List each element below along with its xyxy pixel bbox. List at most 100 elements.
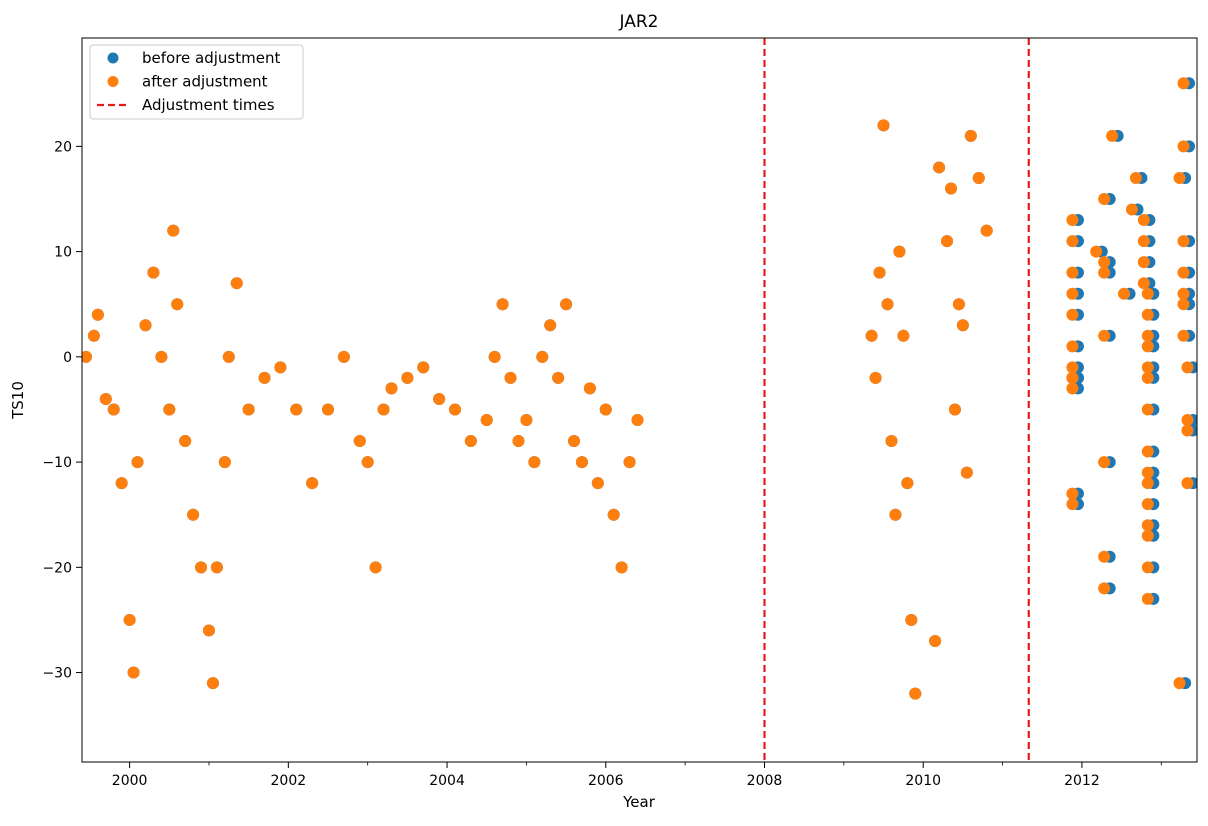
series-before-adjustment: [82, 77, 1197, 700]
data-point: [1098, 266, 1111, 279]
data-point: [1066, 361, 1079, 374]
data-point: [496, 298, 509, 311]
data-point: [1066, 214, 1079, 227]
data-point: [87, 329, 100, 342]
data-point: [1141, 329, 1154, 342]
data-point: [885, 435, 898, 448]
x-tick-label: 2002: [271, 773, 307, 789]
data-point: [575, 456, 588, 469]
data-point: [187, 508, 200, 521]
data-point: [865, 329, 878, 342]
data-point: [1141, 361, 1154, 374]
data-point: [960, 466, 973, 479]
y-axis-label: TS10: [9, 381, 27, 420]
data-point: [512, 435, 525, 448]
data-point: [1141, 445, 1154, 458]
data-point: [1106, 129, 1119, 142]
data-point: [1141, 592, 1154, 605]
y-tick-label: −10: [42, 455, 72, 471]
data-point: [901, 477, 914, 490]
data-point: [210, 561, 223, 574]
data-point: [385, 382, 398, 395]
data-point: [171, 298, 184, 311]
data-point: [1181, 413, 1194, 426]
data-point: [488, 350, 501, 363]
data-point: [591, 477, 604, 490]
data-point: [1129, 171, 1142, 184]
y-tick-label: −30: [42, 666, 72, 682]
data-point: [1177, 235, 1190, 248]
x-tick-label: 2000: [112, 773, 148, 789]
data-point: [448, 403, 461, 416]
data-point: [1177, 77, 1190, 90]
data-point: [623, 456, 636, 469]
data-point: [869, 371, 882, 384]
data-point: [889, 508, 902, 521]
data-point: [893, 245, 906, 258]
data-point: [480, 413, 493, 426]
data-point: [123, 613, 136, 626]
data-point: [1066, 266, 1079, 279]
data-point: [897, 329, 910, 342]
data-point: [82, 350, 92, 363]
data-point: [1066, 371, 1079, 384]
data-point: [115, 477, 128, 490]
data-point: [504, 371, 517, 384]
data-point: [1090, 245, 1103, 258]
data-point: [909, 687, 922, 700]
data-point: [972, 171, 985, 184]
data-point: [877, 119, 890, 132]
data-point: [536, 350, 549, 363]
data-point: [520, 413, 533, 426]
data-point: [948, 403, 961, 416]
data-point: [1141, 561, 1154, 574]
x-tick-label: 2012: [1064, 773, 1100, 789]
data-point: [1141, 466, 1154, 479]
y-tick-label: 10: [54, 245, 72, 261]
data-point: [107, 403, 120, 416]
data-point: [1066, 308, 1079, 321]
data-point: [1141, 287, 1154, 300]
data-point: [155, 350, 168, 363]
data-point: [1141, 403, 1154, 416]
data-point: [179, 435, 192, 448]
data-point: [1181, 477, 1194, 490]
data-point: [1177, 140, 1190, 153]
data-point: [1137, 277, 1150, 290]
data-point: [873, 266, 886, 279]
data-point: [552, 371, 565, 384]
plot-frame: [81, 37, 1198, 763]
data-point: [1137, 235, 1150, 248]
data-point: [1141, 308, 1154, 321]
data-point: [222, 350, 235, 363]
data-point: [1141, 529, 1154, 542]
data-point: [337, 350, 350, 363]
data-point: [941, 235, 954, 248]
data-point: [1141, 340, 1154, 353]
data-point: [568, 435, 581, 448]
y-tick-label: −20: [42, 560, 72, 576]
data-point: [353, 435, 366, 448]
data-point: [1066, 340, 1079, 353]
data-point: [615, 561, 628, 574]
data-point: [322, 403, 335, 416]
data-point: [274, 361, 287, 374]
data-point: [1177, 298, 1190, 311]
chart-title: JAR2: [619, 12, 659, 32]
data-point: [230, 277, 243, 290]
data-point: [952, 298, 965, 311]
data-point: [306, 477, 319, 490]
data-point: [377, 403, 390, 416]
legend: before adjustment after adjustment Adjustm…: [89, 44, 304, 120]
data-point: [1098, 456, 1111, 469]
data-point: [1098, 256, 1111, 269]
data-point: [1173, 171, 1186, 184]
data-point: [1173, 677, 1186, 690]
data-point: [290, 403, 303, 416]
data-point: [1177, 266, 1190, 279]
data-point: [139, 319, 152, 332]
legend-marker: [107, 52, 119, 64]
data-point: [607, 508, 620, 521]
